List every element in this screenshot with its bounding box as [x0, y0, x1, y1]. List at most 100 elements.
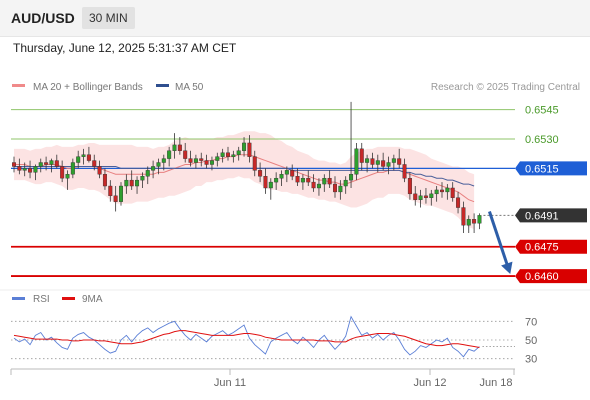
x-tick-label: Jun 18	[479, 377, 512, 389]
level-labels: 0.6545 0.6530 0.6515 0.6491 0.6475 0.6460	[515, 105, 587, 284]
candle-up	[343, 179, 348, 187]
candle-up	[65, 174, 70, 179]
ma50-line	[14, 165, 475, 187]
candle-up	[349, 174, 354, 181]
candle-up	[38, 162, 43, 167]
candle-down	[97, 166, 102, 175]
candle-down	[423, 195, 428, 198]
rsi-tick-label: 30	[525, 354, 537, 366]
rsi-tick-label: 70	[525, 316, 537, 328]
candle-down	[60, 166, 65, 179]
candle-down	[370, 158, 375, 165]
candle-up	[215, 156, 220, 161]
candle-down	[450, 187, 455, 198]
candle-down	[247, 142, 252, 157]
x-axis: Jun 11 Jun 12 Jun 18	[10, 368, 515, 389]
candle-up	[81, 154, 86, 157]
candle-down	[183, 150, 188, 159]
timeframe-button[interactable]: 30 MIN	[82, 7, 135, 29]
header-bar: AUD/USD 30 MIN	[0, 0, 590, 37]
x-tick-label: Jun 11	[214, 377, 246, 389]
candle-up	[145, 170, 150, 177]
candle-down	[306, 177, 311, 183]
candle-down	[461, 207, 466, 226]
rsi-panel: RSI 9MA 70 50 30	[0, 289, 590, 366]
candle-up	[268, 181, 273, 189]
candle-up	[167, 150, 172, 159]
candle-down	[129, 179, 134, 187]
candle-down	[263, 176, 268, 189]
candle-up	[365, 158, 370, 163]
candle-up	[477, 215, 482, 224]
candle-down	[311, 181, 316, 189]
pivot-label-box	[515, 161, 587, 176]
candle-up	[156, 162, 161, 167]
candle-down	[440, 189, 445, 193]
ma50-legend-label: MA 50	[175, 82, 204, 93]
candle-down	[290, 170, 295, 177]
candle-down	[11, 162, 16, 167]
candle-up	[418, 195, 423, 200]
candle-up	[161, 158, 166, 163]
candle-down	[108, 185, 113, 197]
bollinger-bands	[14, 131, 475, 230]
x-tick-label: Jun 12	[413, 377, 446, 389]
chart-legend: MA 20 + Bollinger Bands MA 50 Research ©…	[12, 82, 580, 93]
candle-up	[124, 179, 129, 187]
candle-up	[135, 179, 140, 187]
candle-up	[466, 219, 471, 226]
candle-up	[220, 152, 225, 157]
candle-down	[333, 183, 338, 193]
timestamp-label: Thursday, June 12, 2025 5:31:37 AM CET	[13, 41, 237, 55]
candle-up	[391, 158, 396, 163]
candle-up	[274, 177, 279, 183]
candle-up	[33, 166, 38, 173]
candle-up	[322, 177, 327, 185]
candle-up	[429, 193, 434, 198]
candle-down	[204, 160, 209, 165]
candle-down	[359, 148, 364, 163]
candle-up	[354, 148, 359, 175]
candle-up	[242, 142, 247, 151]
pivot-label: 0.6515	[525, 163, 559, 175]
candle-up	[172, 144, 177, 151]
rsi-legend-swatch	[12, 297, 25, 300]
ma9-line	[13, 330, 480, 348]
forecast-arrow-shaft	[488, 210, 511, 271]
ma9-legend-label: 9MA	[82, 294, 103, 305]
candle-down	[397, 158, 402, 165]
rsi-line	[13, 315, 480, 358]
last-price-label-box	[515, 208, 587, 223]
candle-up	[279, 174, 284, 179]
candle-down	[295, 176, 300, 183]
candle-up	[231, 154, 236, 157]
ma20-legend-swatch	[12, 84, 25, 87]
candle-up	[434, 189, 439, 195]
candle-up	[386, 162, 391, 167]
candle-down	[258, 170, 263, 177]
candle-down	[413, 193, 418, 200]
candle-up	[236, 150, 241, 155]
candle-down	[113, 195, 118, 202]
candle-up	[375, 160, 380, 165]
rsi-legend-label: RSI	[33, 294, 50, 305]
support-label: 0.6475	[525, 242, 559, 254]
bollinger-band-area	[14, 131, 475, 230]
candle-up	[151, 166, 156, 171]
support-label-box	[515, 269, 587, 284]
candle-down	[327, 177, 332, 185]
credit-label: Research © 2025 Trading Central	[431, 82, 580, 93]
candle-down	[225, 152, 230, 157]
support-label-box	[515, 239, 587, 254]
candle-up	[193, 158, 198, 163]
candle-down	[188, 158, 193, 163]
candlesticks	[11, 101, 482, 234]
candle-down	[381, 160, 386, 167]
candle-down	[177, 144, 182, 151]
candle-up	[338, 185, 343, 193]
candle-up	[70, 162, 75, 175]
candle-up	[316, 183, 321, 189]
resistance-label: 0.6530	[525, 134, 559, 146]
candle-up	[300, 177, 305, 183]
